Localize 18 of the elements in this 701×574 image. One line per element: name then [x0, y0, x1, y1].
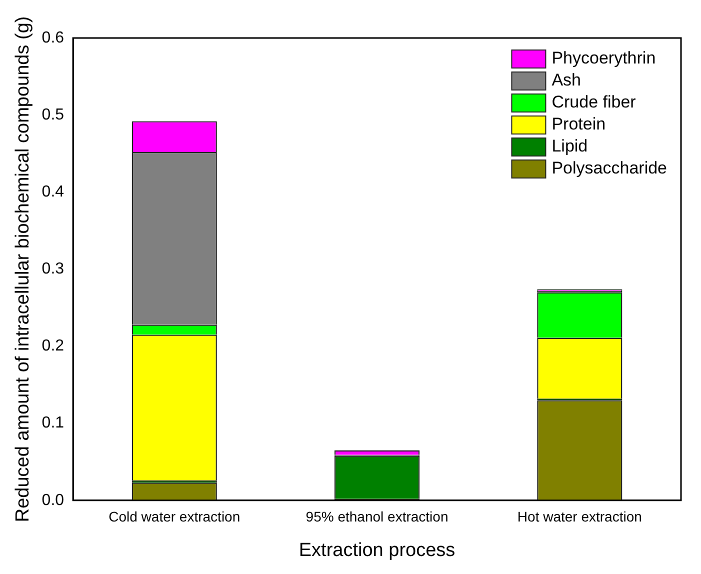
y-tick-label: 0.0 — [42, 492, 64, 509]
legend-label: Ash — [552, 70, 582, 90]
y-tick-label: 0.6 — [42, 29, 64, 46]
y-axis-title: Reduced amount of intracellular biochemical compounds (g) — [12, 16, 34, 522]
x-tick-label: Hot water extraction — [517, 508, 642, 525]
legend-label: Protein — [552, 114, 606, 134]
y-tick-label: 0.1 — [42, 414, 64, 432]
y-tick-label: 0.5 — [42, 106, 64, 124]
legend-label: Crude fiber — [552, 92, 636, 112]
y-tick-label: 0.2 — [42, 338, 64, 355]
legend-label: Lipid — [552, 136, 588, 156]
y-tick-label: 0.4 — [42, 184, 64, 201]
y-tick-label: 0.3 — [42, 260, 64, 278]
x-tick-label: Cold water extraction — [108, 508, 240, 525]
x-tick-label: 95% ethanol extraction — [306, 508, 448, 525]
legend-label: Phycoerythrin — [552, 48, 656, 68]
x-axis-title: Extraction process — [298, 540, 456, 561]
legend-label: Polysaccharide — [552, 158, 667, 178]
